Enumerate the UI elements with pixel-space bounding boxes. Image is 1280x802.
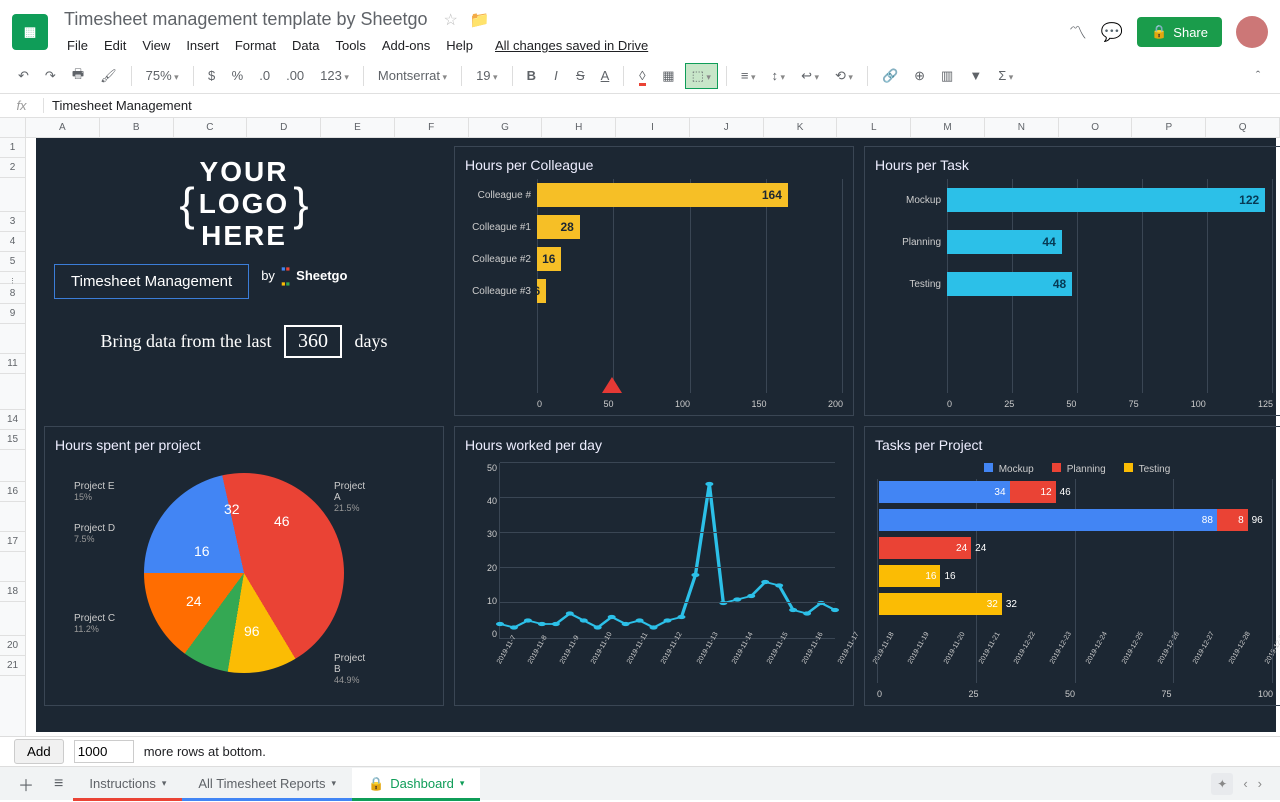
decrease-decimal-button[interactable]: .0 [253, 64, 276, 87]
paint-format-button[interactable]: 🖌 [94, 64, 123, 88]
fill-color-button[interactable]: ◊ [632, 64, 652, 87]
menu-help[interactable]: Help [439, 34, 480, 57]
menu-bar: File Edit View Insert Format Data Tools … [60, 34, 1069, 57]
lock-icon: 🔒 [1151, 24, 1167, 40]
sheet-tab[interactable]: 🔒Dashboard▾ [352, 768, 480, 800]
menu-edit[interactable]: Edit [97, 34, 133, 57]
tasks-per-project-chart: Tasks per Project MockupPlanningTesting … [864, 426, 1280, 706]
add-sheet-button[interactable]: ＋ [8, 766, 44, 802]
timesheet-title-box: Timesheet Management [54, 264, 249, 299]
formula-bar: fx Timesheet Management [0, 94, 1280, 118]
text-color-button[interactable]: A [595, 64, 616, 87]
marker-icon [602, 377, 622, 393]
chart-title: Hours spent per project [55, 437, 433, 453]
logo-line: YOUR [199, 156, 289, 188]
pie-label: Project C11.2% [74, 613, 115, 635]
pie-label: Project D7.5% [74, 523, 115, 545]
bring-data-text: Bring data from the last 360 days [54, 325, 434, 358]
toolbar: ↶ ↷ 🖶 🖌 75% $ % .0 .00 123 Montserrat 19… [0, 58, 1280, 94]
menu-data[interactable]: Data [285, 34, 326, 57]
star-icon[interactable]: ☆ [444, 10, 458, 30]
add-rows-bar: Add more rows at bottom. [0, 736, 1280, 766]
dashboard: { YOUR LOGO HERE } Timesheet Management … [36, 138, 1276, 732]
chart-button[interactable]: ▥ [935, 64, 959, 88]
rotate-button[interactable]: ⟲ [829, 64, 859, 88]
fx-label: fx [0, 98, 44, 113]
strike-button[interactable]: S [570, 64, 591, 87]
add-rows-button[interactable]: Add [14, 739, 64, 764]
chart-title: Hours worked per day [465, 437, 843, 453]
menu-addons[interactable]: Add-ons [375, 34, 437, 57]
document-title[interactable]: Timesheet management template by Sheetgo [60, 7, 432, 32]
print-button[interactable]: 🖶 [66, 61, 90, 91]
explore-button[interactable]: ✦ [1211, 773, 1233, 795]
valign-button[interactable]: ↕ [766, 64, 792, 87]
by-label: by [261, 268, 275, 283]
formula-input[interactable]: Timesheet Management [44, 98, 192, 113]
logo-line: HERE [199, 220, 289, 252]
hours-per-task-chart: Hours per Task Mockup122Planning44Testin… [864, 146, 1280, 416]
title-bar: ▦ Timesheet management template by Sheet… [0, 0, 1280, 58]
pie-label: Project B44.9% [334, 653, 365, 686]
undo-button[interactable]: ↶ [12, 64, 35, 88]
row-headers[interactable]: 12345⋮891114151617182021 [0, 118, 26, 736]
pie-label: Project A21.5% [334, 481, 365, 514]
add-rows-text: more rows at bottom. [144, 744, 266, 759]
sheets-logo-icon[interactable]: ▦ [12, 14, 48, 50]
share-button[interactable]: 🔒 Share [1137, 17, 1222, 47]
hours-per-day-chart: Hours worked per day 01020304050 2019-11… [454, 426, 854, 706]
all-sheets-button[interactable]: ≡ [44, 769, 73, 799]
functions-button[interactable]: Σ [992, 64, 1019, 87]
trend-icon[interactable]: 〽 [1069, 19, 1087, 45]
chart-title: Hours per Task [875, 157, 1273, 173]
hours-per-colleague-chart: Hours per Colleague Colleague #164Collea… [454, 146, 854, 416]
logo-line: LOGO [199, 188, 289, 220]
link-button[interactable]: 🔗 [876, 64, 904, 88]
halign-button[interactable]: ≡ [735, 64, 762, 87]
zoom-select[interactable]: 75% [140, 65, 185, 86]
merge-button[interactable]: ⬚ [685, 63, 718, 89]
font-size-select[interactable]: 19 [470, 65, 504, 86]
increase-decimal-button[interactable]: .00 [280, 64, 310, 87]
lock-icon: 🔒 [368, 776, 384, 792]
hours-per-project-chart: Hours spent per project Project A21.5%46… [44, 426, 444, 706]
move-folder-icon[interactable]: 📁 [470, 10, 490, 30]
currency-button[interactable]: $ [202, 64, 222, 87]
sheetgo-label: Sheetgo [296, 268, 347, 283]
menu-format[interactable]: Format [228, 34, 283, 57]
sheetgo-logo-icon: ▪▪▪▪ [281, 261, 290, 291]
italic-button[interactable]: I [546, 64, 566, 87]
redo-button[interactable]: ↷ [39, 64, 62, 88]
number-format-select[interactable]: 123 [314, 64, 355, 87]
menu-file[interactable]: File [60, 34, 95, 57]
chart-title: Tasks per Project [875, 437, 1273, 453]
chart-title: Hours per Colleague [465, 157, 843, 173]
sheet-tabs: ＋ ≡ Instructions▾All Timesheet Reports▾🔒… [0, 766, 1280, 800]
filter-button[interactable]: ▼ [963, 64, 988, 87]
pie-label: Project E15% [74, 481, 115, 503]
chart-legend: MockupPlanningTesting [875, 463, 1273, 475]
scroll-left-icon[interactable]: ‹ [1243, 776, 1247, 791]
sheet-tab[interactable]: Instructions▾ [73, 768, 182, 800]
menu-insert[interactable]: Insert [179, 34, 226, 57]
sheet-tab[interactable]: All Timesheet Reports▾ [182, 768, 352, 800]
comment-button[interactable]: ⊕ [908, 64, 931, 88]
menu-view[interactable]: View [135, 34, 177, 57]
days-input[interactable]: 360 [284, 325, 342, 358]
add-rows-count-input[interactable] [74, 740, 134, 763]
save-status[interactable]: All changes saved in Drive [488, 34, 655, 57]
wrap-button[interactable]: ↩ [795, 64, 825, 88]
column-headers[interactable]: ABCDEFGHIJKLMNOPQ [26, 118, 1280, 138]
scroll-right-icon[interactable]: › [1258, 776, 1262, 791]
menu-tools[interactable]: Tools [328, 34, 372, 57]
account-avatar[interactable] [1236, 16, 1268, 48]
comments-icon[interactable]: 💬 [1101, 22, 1123, 43]
logo-panel: { YOUR LOGO HERE } Timesheet Management … [44, 146, 444, 416]
font-select[interactable]: Montserrat [372, 65, 453, 86]
borders-button[interactable]: ▦ [656, 64, 680, 88]
collapse-toolbar-button[interactable]: ˆ [1248, 64, 1268, 87]
percent-button[interactable]: % [226, 64, 250, 87]
bold-button[interactable]: B [521, 64, 542, 87]
